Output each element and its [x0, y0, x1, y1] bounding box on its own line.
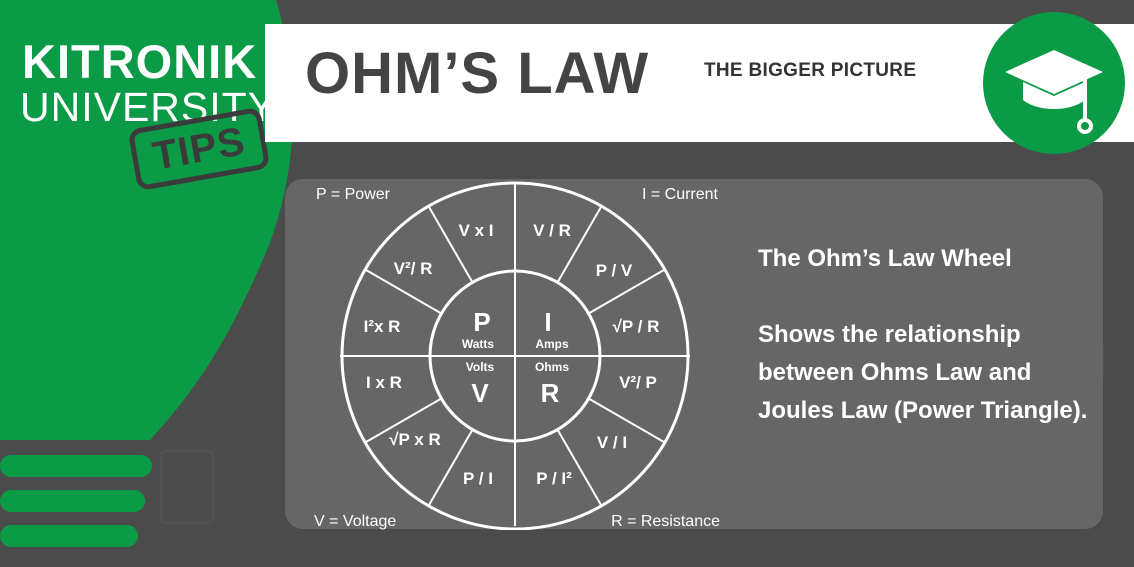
description-body: Shows the relationship between Ohms Law … — [758, 321, 1088, 424]
current-formula-3: √P / R — [613, 317, 660, 336]
voltage-formula-1: P / I — [463, 469, 493, 488]
page-title: OHM’S LAW — [305, 41, 650, 106]
wheel-spoke — [427, 205, 474, 283]
wheel-spoke — [364, 397, 442, 444]
current-formula-2: P / V — [596, 261, 633, 280]
page-subtitle: THE BIGGER PICTURE — [704, 60, 917, 81]
graduation-badge — [983, 12, 1125, 154]
wheel-spoke — [588, 397, 666, 444]
power-key-label: P = Power — [316, 186, 391, 203]
ohms-law-wheel: P = Power I = Current V = Voltage R = Re… — [314, 181, 720, 530]
resistance-unit: Ohms — [535, 360, 569, 374]
wheel-spoke — [588, 268, 666, 315]
current-unit: Amps — [535, 337, 569, 351]
current-key-label: I = Current — [642, 186, 719, 203]
resistance-letter: R — [541, 378, 560, 408]
voltage-letter: V — [471, 378, 489, 408]
lightbulb-shape — [0, 0, 293, 547]
wheel-spoke — [556, 429, 603, 507]
current-formula-1: V / R — [533, 221, 571, 240]
wheel-outer-ring — [340, 181, 690, 530]
resistance-formula-3: P / I² — [536, 469, 572, 488]
voltage-unit: Volts — [466, 360, 495, 374]
resistance-formula-2: V / I — [597, 433, 627, 452]
content-panel — [285, 179, 1103, 529]
power-formula-3: I²x R — [364, 317, 401, 336]
voltage-formula-3: I x R — [366, 373, 402, 392]
resistance-key-label: R = Resistance — [611, 513, 720, 530]
power-unit: Watts — [462, 337, 495, 351]
description: The Ohm’s Law Wheel Shows the relationsh… — [758, 240, 1088, 430]
power-letter: P — [473, 307, 490, 337]
power-formula-2: V²/ R — [394, 259, 433, 278]
voltage-formula-2: √P x R — [389, 430, 441, 449]
brand-name: KITRONIK — [22, 35, 258, 88]
wheel-spoke — [556, 205, 603, 283]
resistance-formula-1: V²/ P — [619, 373, 657, 392]
wheel-spoke — [364, 268, 442, 315]
background-doodle — [160, 450, 214, 524]
tips-label: TIPS — [149, 119, 249, 179]
graduation-cap-icon — [1005, 50, 1103, 134]
wheel-inner-ring — [428, 269, 602, 443]
description-title: The Ohm’s Law Wheel — [758, 245, 1012, 272]
voltage-key-label: V = Voltage — [314, 513, 396, 530]
power-formula-1: V x I — [459, 221, 494, 240]
wheel-spoke — [427, 429, 474, 507]
brand-subname: UNIVERSITY — [20, 84, 277, 130]
current-letter: I — [544, 307, 551, 337]
